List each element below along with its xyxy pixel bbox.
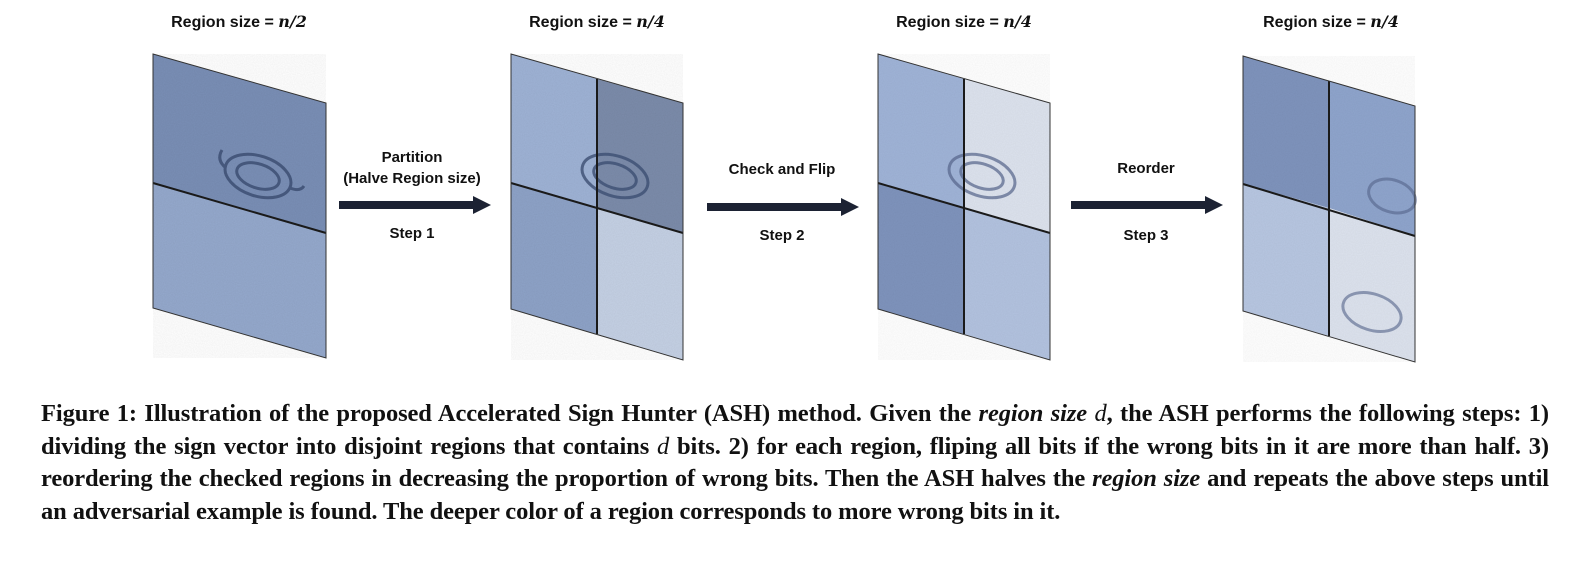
panel-3-title-math: n/4 [1003, 12, 1032, 31]
caption-math-1: d [1094, 400, 1107, 427]
ash-diagram [152, 53, 1417, 363]
arrow-step-3 [1071, 196, 1223, 214]
caption-math-2: d [657, 432, 670, 460]
turtle-icon [947, 152, 1017, 200]
step-1-number: Step 1 [389, 225, 435, 242]
caption-part-4: and repeats the above steps until an adv… [41, 465, 1549, 525]
step-1-line2: (Halve Region size) [343, 170, 481, 187]
panel-4-title-math: n/4 [1370, 12, 1399, 31]
step-3-number: Step 3 [1123, 227, 1169, 244]
panel-3-title: Region size = n/4 [896, 12, 1032, 32]
panel-4-title: Region size = n/4 [1263, 12, 1399, 32]
arrow-step-2 [707, 198, 859, 216]
caption-part-1: Figure 1: Illustration of the proposed A… [41, 400, 979, 427]
caption-italic-1: region size [978, 400, 1088, 427]
panel-4-image [1242, 55, 1417, 363]
step-1-line1: Partition [381, 149, 443, 166]
panel-1-image [152, 53, 327, 359]
step-2-number: Step 2 [759, 227, 805, 244]
step-1-label-top: Partition (Halve Region size) [343, 147, 481, 189]
panel-2-title-prefix: Region size = [529, 14, 637, 31]
panel-3-title-prefix: Region size = [896, 14, 1004, 31]
caption-italic-2: region size [1092, 465, 1201, 492]
caption-part-3: bits. 2) for each region, fliping all bi… [41, 432, 1549, 493]
step-3-label: Reorder [1117, 160, 1175, 177]
panel-4-title-prefix: Region size = [1263, 14, 1371, 31]
panel-2-title: Region size = n/4 [529, 12, 665, 32]
panel-2-image [510, 53, 684, 361]
panel-2-title-math: n/4 [636, 12, 665, 31]
panel-1-title-math: n/2 [278, 12, 307, 31]
turtle-icon [218, 149, 306, 200]
panel-1-title: Region size = n/2 [171, 12, 307, 32]
arrow-step-1 [339, 196, 491, 214]
turtle-icon [580, 152, 650, 200]
caption-part-2: , the ASH performs the following steps: … [41, 400, 1549, 460]
panel-3-image [877, 53, 1051, 361]
panel-1-title-prefix: Region size = [171, 14, 279, 31]
figure-caption: Figure 1: Illustration of the proposed A… [41, 398, 1549, 528]
step-2-label: Check and Flip [728, 161, 836, 178]
